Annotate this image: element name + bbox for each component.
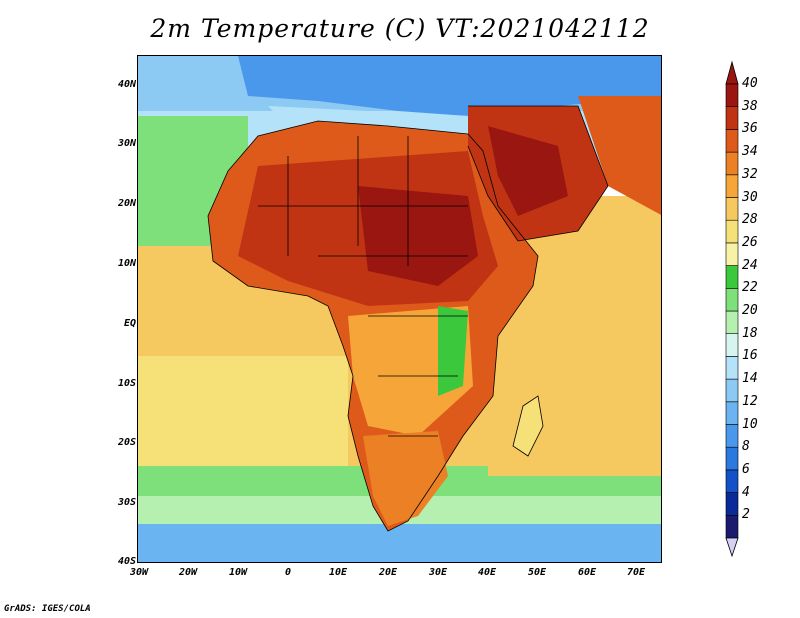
colorbar-segment — [725, 288, 739, 312]
colorbar-segment — [725, 356, 739, 380]
colorbar-label: 40 — [742, 76, 758, 91]
lat-label-30n: 30N — [117, 138, 136, 149]
colorbar-label: 28 — [742, 212, 758, 228]
colorbar-label: 36 — [742, 121, 758, 137]
country-borders — [207, 105, 609, 532]
colorbar-segment — [725, 424, 739, 448]
lat-label-eq: EQ — [123, 318, 136, 329]
arabia-core — [488, 126, 568, 216]
colorbar-label: 18 — [742, 325, 758, 341]
colorbar-segment — [725, 310, 739, 335]
lon-label-60e: 60E — [577, 567, 597, 578]
lon-label-30w: 30W — [129, 567, 149, 578]
colorbar-segment — [725, 106, 739, 130]
lon-label-20e: 20E — [378, 567, 398, 578]
colorbar-segment — [725, 514, 739, 539]
colorbar-label: 6 — [742, 461, 750, 477]
lat-label-40s: 40S — [117, 556, 136, 567]
map-canvas — [138, 56, 661, 562]
lat-label-10s: 10S — [117, 378, 136, 389]
colorbar — [725, 60, 739, 558]
colorbar-segment — [725, 129, 739, 153]
ocean-tropical-west — [138, 356, 348, 476]
colorbar-label: 16 — [742, 348, 758, 364]
colorbar-segment — [725, 446, 739, 471]
colorbar-segment — [725, 333, 739, 357]
grads-credit: GrADS: IGES/COLA — [4, 604, 91, 614]
colorbar-label: 14 — [742, 371, 758, 387]
east-africa-highlands — [438, 306, 468, 396]
colorbar-segment — [725, 378, 739, 403]
colorbar-label: 24 — [742, 257, 758, 273]
lat-label-30s: 30S — [117, 497, 136, 508]
colorbar-segment — [725, 492, 739, 516]
lon-label-30e: 30E — [428, 567, 448, 578]
lat-label-20s: 20S — [117, 437, 136, 448]
lon-label-70e: 70E — [626, 567, 646, 578]
colorbar-segment — [725, 265, 739, 289]
colorbar-segment — [725, 219, 739, 244]
iran-region — [578, 96, 661, 215]
colorbar-top-triangle — [725, 60, 739, 85]
colorbar-label: 32 — [742, 166, 758, 182]
lat-label-20n: 20N — [117, 198, 136, 209]
colorbar-segment — [725, 197, 739, 221]
colorbar-segment — [725, 174, 739, 198]
colorbar-label: 12 — [742, 393, 758, 409]
colorbar-label: 38 — [742, 98, 758, 114]
colorbar-label: 20 — [742, 303, 758, 318]
southern-africa-warm — [363, 431, 448, 526]
lon-label-50e: 50E — [527, 567, 547, 578]
colorbar-label: 22 — [742, 280, 758, 296]
lon-label-40e: 40E — [477, 567, 497, 578]
sudan-hottest — [358, 186, 478, 286]
colorbar-label: 30 — [742, 189, 758, 205]
colorbar-segment — [725, 401, 739, 425]
lon-label-10e: 10E — [328, 567, 348, 578]
lon-label-0: 0 — [284, 567, 292, 578]
lon-label-20w: 20W — [178, 567, 198, 578]
colorbar-label: 26 — [742, 234, 758, 250]
colorbar-segment — [725, 469, 739, 493]
colorbar-label: 2 — [742, 507, 750, 523]
colorbar-label: 34 — [742, 144, 758, 160]
colorbar-label: 10 — [742, 416, 758, 432]
colorbar-segment — [725, 151, 739, 176]
lat-label-40n: 40N — [117, 79, 136, 90]
temperature-map — [137, 55, 662, 563]
map-title: 2m Temperature (C) VT:2021042112 — [150, 14, 650, 43]
lon-label-10w: 10W — [228, 567, 248, 578]
ocean-south-cold — [138, 524, 661, 562]
colorbar-label: 4 — [742, 484, 750, 500]
colorbar-segment — [725, 83, 739, 108]
colorbar-label: 8 — [742, 439, 750, 455]
europe-land — [238, 56, 661, 116]
colorbar-bottom-triangle — [725, 537, 739, 558]
lat-label-10n: 10N — [117, 258, 136, 269]
colorbar-segment — [725, 242, 739, 266]
